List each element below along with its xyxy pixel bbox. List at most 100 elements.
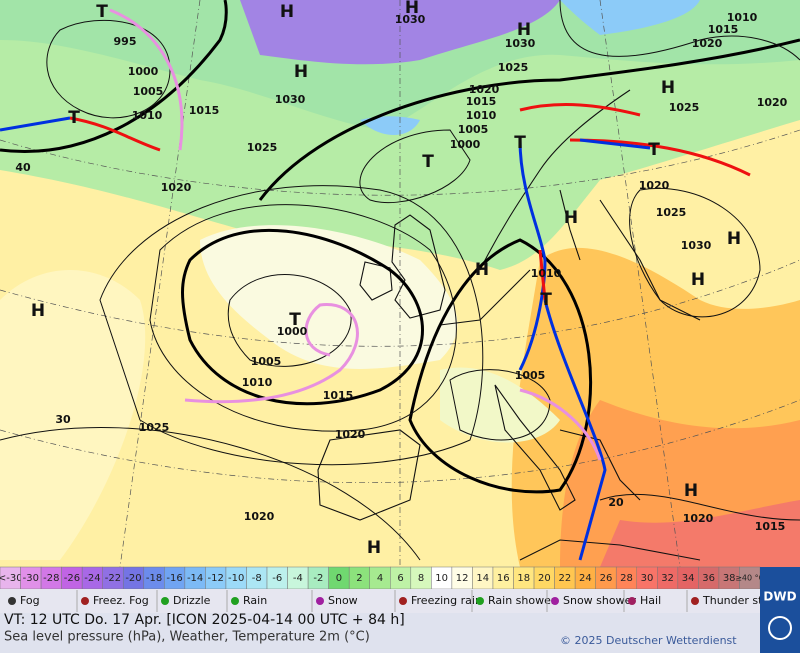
copyright: © 2025 Deutscher Wetterdienst [560,634,737,647]
scale-label: -18 [146,573,162,584]
pressure-center: H [517,20,531,40]
isobar-label: 1010 [466,109,497,122]
symbol-icon [161,597,169,605]
pressure-center: H [684,481,698,501]
symbol-label: Rain shower [488,594,556,607]
scale-label: 26 [600,573,613,584]
isobar-label: 1025 [669,101,700,114]
isobar-label: 1015 [189,104,220,117]
symbol-label: Snow shower [563,594,636,607]
temperature-scale: <-30 -30 -28 -26 -24 -22 -20 -18 -16 -14 -12 -10 -8-… [0,566,765,590]
isobar-label: 1000 [450,138,481,151]
isobar-label: 1020 [161,181,192,194]
logo-box [760,567,800,653]
scale-label: 14 [476,573,489,584]
isobar-label: 1000 [128,65,159,78]
scale-label: 10 [435,573,448,584]
isobar-label: 40 [15,161,31,174]
isobar-label: 995 [114,35,137,48]
isobars [0,0,800,561]
scale-label: 30 [641,573,654,584]
description: Sea level pressure (hPa), Weather, Tempe… [4,630,370,645]
scale-label: -28 [43,573,59,584]
pressure-center: H [294,62,308,82]
isobar-label: 1030 [505,37,536,50]
scale-label: -10 [228,573,244,584]
pressure-center: T [514,133,526,153]
symbol-label: Hail [640,594,661,607]
scale-label: -20 [125,573,141,584]
scale-label: 4 [377,573,383,584]
pressure-center: H [691,270,705,290]
isobar-label: 1020 [244,510,275,523]
isobar-label: 1010 [727,11,758,24]
scale-label: -4 [293,573,303,584]
isobar-label: 1005 [251,355,282,368]
symbol-icon [8,597,16,605]
isobar-label: 1010 [132,109,163,122]
symbol-icon [691,597,699,605]
scale-label: ≥40 °C [735,574,764,583]
scale-label: -16 [166,573,182,584]
symbol-icon [81,597,89,605]
pressure-center: H [661,78,675,98]
symbol-icon [628,597,636,605]
symbol-label: Snow [328,594,358,607]
scale-label: -12 [208,573,224,584]
pressure-center: T [648,140,660,160]
isobar-label: 1005 [133,85,164,98]
isobar-label: 30 [55,413,71,426]
symbol-label: Fog [20,594,40,607]
isobar-label: 1010 [242,376,273,389]
scale-label: -14 [187,573,203,584]
isobar-label: 1030 [681,239,712,252]
scale-label: 32 [661,573,674,584]
pressure-center: T [422,152,434,172]
logo-swirl [768,616,792,640]
pressure-center: T [289,310,301,330]
isobar-label: 1000 [277,325,308,338]
pressure-center: H [564,208,578,228]
coastlines [317,89,701,561]
scale-label: 12 [456,573,469,584]
isobar-label: 1015 [755,520,786,533]
scale-label: 18 [517,573,530,584]
pressure-center: T [68,108,80,128]
scale-label: 24 [579,573,592,584]
isobar-label: 1025 [247,141,278,154]
scale-label: -22 [105,573,121,584]
scale-label: -30 [23,573,39,584]
isobar-label: 1005 [458,123,489,136]
symbol-icon [399,597,407,605]
pressure-center: H [280,2,294,22]
isobar-label: 20 [608,496,624,509]
scale-label: 22 [558,573,571,584]
symbol-icon [476,597,484,605]
isobar-label: 1025 [139,421,170,434]
isobar-label: 1020 [692,37,723,50]
scale-label: -24 [84,573,100,584]
symbol-icon [316,597,324,605]
isobar-label: 1015 [323,389,354,402]
symbol-icon [551,597,559,605]
isobar-label: 1030 [395,13,426,26]
isobar-label: 1015 [466,95,497,108]
isobar-label: 1020 [335,428,366,441]
isobar-label: 1020 [683,512,714,525]
scale-label: 6 [397,573,403,584]
scale-label: 20 [538,573,551,584]
scale-label: 2 [356,573,362,584]
isobar-label: 1015 [708,23,739,36]
scale-label: 16 [497,573,510,584]
isobar-label: 1020 [639,179,670,192]
isobar-label: 1025 [498,61,529,74]
symbol-label: Drizzle [173,594,211,607]
isobar-label: 1025 [656,206,687,219]
scale-label: -26 [64,573,80,584]
scale-label: 8 [418,573,424,584]
scale-label: -6 [272,573,282,584]
scale-label: 38 [723,573,736,584]
